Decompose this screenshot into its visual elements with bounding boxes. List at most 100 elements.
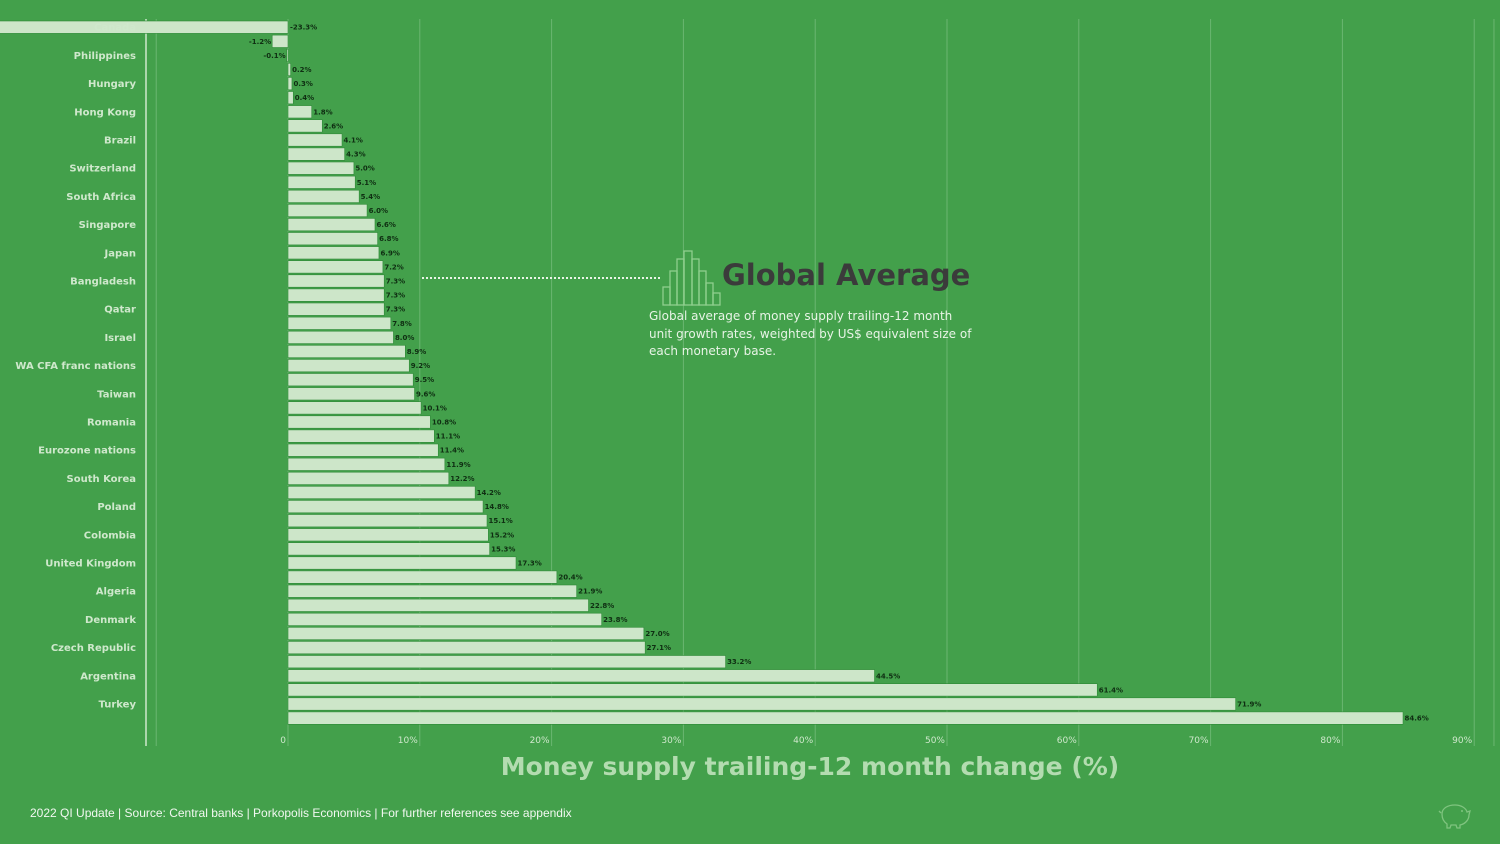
bar xyxy=(287,500,484,514)
bar xyxy=(287,161,355,175)
bar xyxy=(287,471,450,485)
data-label: 7.8% xyxy=(392,320,411,328)
tick-layer: 0 10% 20% 30% 40% 50% 60% 70% 80% 90% xyxy=(280,736,1472,746)
bar xyxy=(287,77,293,91)
data-label: 84.6% xyxy=(1405,715,1429,723)
bar xyxy=(287,415,431,429)
data-label: 9.2% xyxy=(411,362,430,370)
bar xyxy=(287,274,385,288)
category-label: United Kingdom xyxy=(45,559,136,570)
bar xyxy=(287,570,558,584)
data-label: 7.3% xyxy=(386,306,405,314)
data-label: 5.0% xyxy=(355,165,374,173)
category-label: WA CFA franc nations xyxy=(15,361,136,372)
bar xyxy=(286,48,289,62)
annotation-title: Global Average xyxy=(722,258,971,292)
bar xyxy=(287,316,392,330)
bar xyxy=(287,485,476,499)
data-label: 11.1% xyxy=(436,433,460,441)
category-label: Poland xyxy=(97,502,136,513)
data-label: 8.0% xyxy=(395,334,414,342)
data-label: 14.2% xyxy=(477,489,501,497)
data-label: 44.5% xyxy=(876,672,900,680)
bar xyxy=(287,542,490,556)
x-tick-label: 30% xyxy=(661,736,681,746)
bar-layer xyxy=(0,20,1404,725)
bar xyxy=(287,443,439,457)
bar xyxy=(287,260,384,274)
data-label: 20.4% xyxy=(558,574,582,582)
data-label: 5.4% xyxy=(361,193,380,201)
bar xyxy=(287,344,406,358)
data-label: 0.4% xyxy=(295,94,314,102)
bar xyxy=(287,683,1098,697)
data-label: 15.2% xyxy=(490,531,514,539)
pig-logo-icon xyxy=(1438,804,1471,829)
category-label: Czech Republic xyxy=(51,643,136,654)
data-label: -0.1% xyxy=(263,52,285,60)
data-label: 33.2% xyxy=(727,658,751,666)
x-tick-label: 40% xyxy=(793,736,813,746)
category-label: Taiwan xyxy=(97,389,136,400)
data-label: 61.4% xyxy=(1099,686,1123,694)
data-label: 12.2% xyxy=(450,475,474,483)
bar xyxy=(287,401,422,415)
data-label: 0.2% xyxy=(292,66,311,74)
data-label: 6.8% xyxy=(379,235,398,243)
x-tick-label: 10% xyxy=(398,736,418,746)
data-label: 7.3% xyxy=(386,292,405,300)
data-label: 15.1% xyxy=(489,517,513,525)
data-label: 2.6% xyxy=(324,122,343,130)
bar xyxy=(287,302,385,316)
category-label: Romania xyxy=(87,418,136,429)
category-label: Qatar xyxy=(104,305,136,316)
bar xyxy=(287,91,294,105)
category-label: Switzerland xyxy=(69,164,136,175)
data-label: 6.0% xyxy=(369,207,388,215)
data-label: 11.9% xyxy=(446,461,470,469)
category-label: Colombia xyxy=(84,530,136,541)
bar xyxy=(287,147,345,161)
data-label: 7.2% xyxy=(384,263,403,271)
bar xyxy=(287,175,356,189)
bar xyxy=(287,62,291,76)
bar xyxy=(287,246,380,260)
bar xyxy=(287,189,360,203)
bar xyxy=(271,34,289,48)
data-label: 11.4% xyxy=(440,447,464,455)
data-label: 10.8% xyxy=(432,419,456,427)
bar xyxy=(287,330,394,344)
category-label: Israel xyxy=(104,333,136,344)
data-label: 27.1% xyxy=(647,644,671,652)
category-label: Hong Kong xyxy=(74,107,136,118)
category-label: Denmark xyxy=(85,615,136,626)
bar xyxy=(287,359,410,373)
x-axis-label: Money supply trailing-12 month change (%… xyxy=(500,752,1120,781)
data-label: 23.8% xyxy=(603,616,627,624)
bar xyxy=(287,133,343,147)
bar xyxy=(287,697,1236,711)
bar xyxy=(287,584,577,598)
data-label: 15.3% xyxy=(491,545,515,553)
bar xyxy=(287,626,645,640)
bar xyxy=(287,598,589,612)
bar xyxy=(0,20,289,34)
bar xyxy=(287,457,446,471)
bar xyxy=(287,204,368,218)
bar xyxy=(287,232,378,246)
annotation-layer xyxy=(422,250,721,306)
category-label: Argentina xyxy=(80,671,136,682)
data-label: 9.6% xyxy=(416,390,435,398)
data-label: 17.3% xyxy=(518,560,542,568)
bar xyxy=(287,373,414,387)
data-label: 0.3% xyxy=(293,80,312,88)
category-label: Philippines xyxy=(74,51,136,62)
bar xyxy=(287,218,376,232)
label-layer: -23.3% Canada -1.2% -0.1% Philippines 0.2% 0.3… xyxy=(15,23,1428,723)
data-label: 27.0% xyxy=(645,630,669,638)
bar xyxy=(287,655,726,669)
x-tick-label: 20% xyxy=(530,736,550,746)
data-label: 7.3% xyxy=(386,278,405,286)
category-label: Eurozone nations xyxy=(38,446,136,457)
